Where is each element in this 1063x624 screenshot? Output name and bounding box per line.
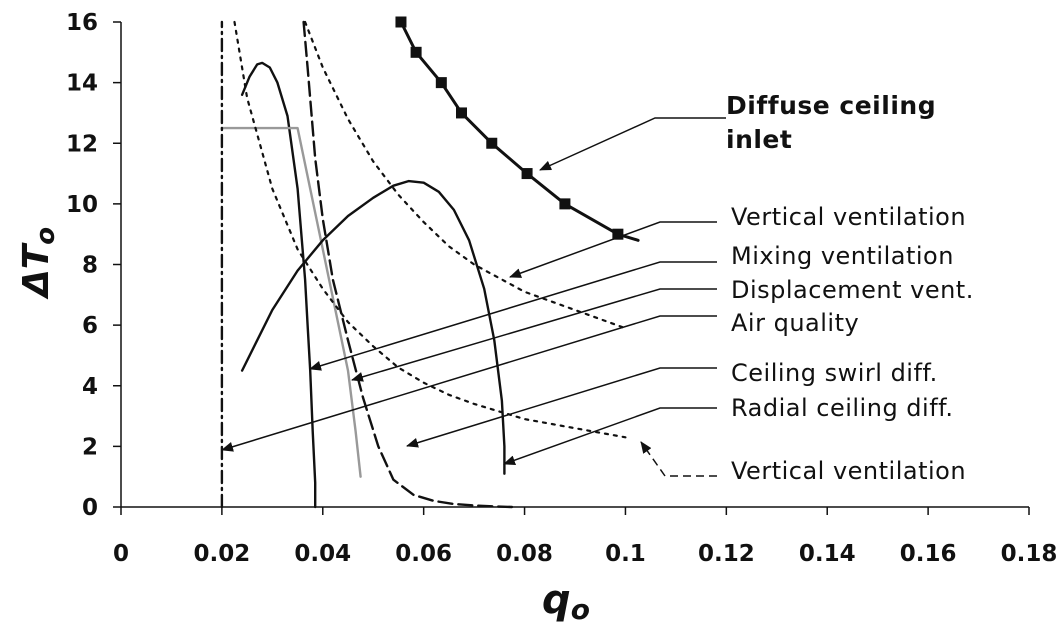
- annotation-label: Diffuse ceiling inlet: [726, 91, 936, 154]
- x-axis-title-subscript: o: [571, 593, 590, 624]
- annotation-label: Vertical ventilation: [731, 203, 966, 231]
- series-line-diffuse: [399, 20, 640, 242]
- x-tick-label: 0.12: [698, 541, 755, 567]
- annotation-label: Air quality: [731, 309, 859, 337]
- x-tick-label: 0.14: [799, 541, 856, 567]
- annotation-label: Mixing ventilation: [731, 242, 954, 270]
- annotation-label-line: Vertical ventilation: [731, 457, 966, 485]
- y-tick-label: 2: [82, 434, 98, 460]
- x-tick-label: 0.1: [605, 541, 646, 567]
- annotation-label-line: Ceiling swirl diff.: [731, 359, 938, 387]
- annotation-label: Ceiling swirl diff.: [731, 359, 938, 387]
- annotation-label: Vertical ventilation: [731, 457, 966, 485]
- annotation-arrow: [640, 441, 717, 477]
- x-tick-label: 0.16: [900, 541, 957, 567]
- series-marker-diffuse: [486, 137, 498, 149]
- series-marker-diffuse: [559, 198, 571, 210]
- y-axis-title-subscript: o: [31, 227, 61, 245]
- y-axis-title: ΔTo: [16, 227, 61, 300]
- annotation-arrow: [351, 288, 717, 382]
- annotation-label: Radial ceiling diff.: [731, 394, 953, 422]
- y-tick-label: 12: [66, 131, 98, 157]
- series-line-displacement: [220, 126, 362, 478]
- y-tick-label: 14: [66, 71, 98, 97]
- annotation-arrow: [509, 221, 717, 278]
- series-line-swirl: [302, 20, 514, 509]
- y-tick-label: 4: [82, 374, 98, 400]
- series-line-vertical1: [304, 20, 627, 330]
- annotation-label-line: Diffuse ceiling: [726, 91, 936, 120]
- annotation-label-line: Mixing ventilation: [731, 242, 954, 270]
- y-axis-title-main: ΔT: [16, 242, 57, 300]
- annotation-label-line: Vertical ventilation: [731, 203, 966, 231]
- x-axis-title-main: q: [542, 577, 571, 623]
- annotation-label: Displacement vent.: [731, 276, 974, 304]
- y-tick-label: 10: [66, 192, 98, 218]
- annotation-arrow: [221, 315, 717, 452]
- y-tick-label: 6: [82, 313, 98, 339]
- axes: 0 0.02 0.04 0.06 0.08 0.1 0.12 0.14 0.16 0.18 0 2 4 6…: [16, 10, 1057, 624]
- x-tick-label: 0.04: [294, 541, 351, 567]
- annotations: Diffuse ceiling inlet Vertical ventilation…: [221, 91, 974, 485]
- x-tick-label: 0.02: [194, 541, 251, 567]
- series-line-vertical2: [233, 20, 627, 439]
- series-marker-diffuse: [395, 16, 407, 28]
- series-marker-diffuse: [410, 46, 422, 58]
- series-group: [220, 16, 640, 509]
- x-tick-label: 0.18: [1001, 541, 1058, 567]
- annotation-arrow: [539, 117, 726, 171]
- series-line-mixing: [240, 61, 317, 509]
- series-marker-diffuse: [435, 77, 447, 89]
- y-tick-label: 16: [66, 10, 98, 36]
- x-tick-label: 0.08: [496, 541, 553, 567]
- annotation-arrow: [309, 261, 717, 371]
- x-axis-title: qo: [542, 577, 590, 624]
- series-marker-diffuse: [521, 168, 533, 180]
- annotation-label-line: Radial ceiling diff.: [731, 394, 953, 422]
- series-marker-diffuse: [612, 228, 624, 240]
- series-line-radial: [240, 179, 506, 475]
- annotation-arrow: [406, 367, 717, 448]
- x-tick-label: 0: [113, 541, 129, 567]
- x-tick-label: 0.06: [395, 541, 452, 567]
- annotation-arrow: [503, 407, 717, 465]
- series-marker-diffuse: [456, 107, 467, 119]
- annotation-label-line: Displacement vent.: [731, 276, 974, 304]
- y-tick-label: 8: [82, 253, 98, 279]
- y-tick-label: 0: [82, 495, 98, 521]
- annotation-label-line: inlet: [726, 125, 792, 154]
- annotation-label-line: Air quality: [731, 309, 859, 337]
